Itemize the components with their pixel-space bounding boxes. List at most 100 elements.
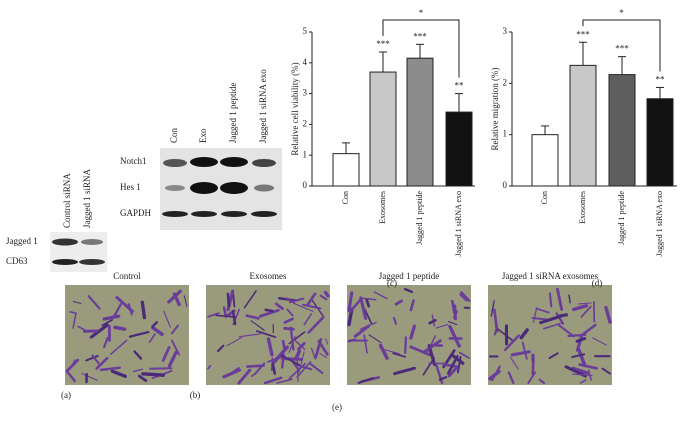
cell: [394, 299, 403, 306]
column-label: Con: [169, 127, 179, 143]
cell: [276, 378, 293, 384]
cell: [495, 326, 514, 342]
cell: [222, 368, 241, 379]
cell: [258, 308, 280, 318]
x-tick-label: Jagged 1 siRNA exo: [655, 191, 664, 257]
y-tick-label: 2: [503, 77, 508, 87]
cell: [170, 339, 180, 356]
band: [190, 182, 218, 194]
cell: [556, 287, 564, 311]
cell: [325, 338, 329, 345]
cell: [309, 362, 324, 374]
cell: [280, 357, 304, 361]
cell: [102, 314, 121, 321]
y-axis-label: Relative migration (%): [490, 68, 500, 151]
cell: [409, 345, 432, 357]
cell: [393, 366, 416, 376]
cell: [217, 344, 225, 352]
panel-label: (e): [332, 402, 342, 412]
cell: [183, 295, 188, 308]
bracket: [382, 19, 460, 78]
cell: [310, 347, 317, 360]
bar: [569, 64, 597, 187]
bracket: [582, 19, 661, 72]
cell: [303, 313, 313, 326]
row-label: Jagged 1: [6, 236, 38, 246]
cell: [392, 316, 398, 325]
cell: [460, 291, 471, 302]
row-label: Notch1: [120, 156, 147, 166]
cell: [571, 353, 586, 358]
cell: [238, 333, 262, 338]
cell: [319, 352, 328, 359]
cell: [263, 376, 283, 385]
band: [81, 239, 103, 245]
cell: [359, 297, 377, 301]
cell: [451, 299, 456, 315]
y-tick-label: 0: [303, 180, 308, 190]
band: [52, 259, 78, 265]
cell: [250, 371, 258, 377]
cell: [532, 307, 538, 323]
cell: [103, 336, 109, 349]
cell: [453, 310, 458, 319]
cell: [237, 368, 252, 385]
cell: [539, 314, 563, 325]
cell: [427, 344, 437, 367]
x-tick-label: Exosomes: [578, 191, 587, 224]
cell: [435, 324, 449, 329]
cell: [568, 294, 571, 304]
cell: [359, 321, 377, 330]
x-tick-label: Con: [341, 191, 350, 204]
cell: [575, 336, 587, 343]
cell: [280, 354, 301, 367]
x-tick-label: Jagged 1 peptide: [415, 191, 424, 245]
y-tick-label: 5: [303, 26, 308, 36]
cell: [226, 336, 243, 347]
band: [254, 184, 274, 192]
cell: [140, 300, 147, 320]
band: [52, 238, 78, 246]
cell: [77, 325, 86, 331]
column-label: Jagged 1 siRNA: [82, 169, 92, 228]
cell: [442, 363, 459, 368]
cell: [69, 311, 77, 315]
cell: [368, 334, 382, 344]
cell: [72, 300, 82, 304]
cell: [538, 378, 546, 385]
band: [190, 157, 218, 167]
cell: [601, 367, 611, 375]
cell: [363, 334, 368, 354]
cell: [292, 302, 314, 312]
cell: [250, 320, 265, 331]
band: [220, 157, 248, 167]
cell: [274, 302, 284, 310]
cell: [438, 375, 448, 381]
cell: [151, 326, 164, 337]
cell: [141, 372, 165, 377]
cell: [293, 338, 306, 350]
cell: [163, 310, 171, 328]
column-label: Control siRNA: [62, 173, 72, 228]
cell: [281, 339, 286, 349]
bar: [406, 57, 434, 187]
band: [162, 211, 188, 217]
image-title: Jagged 1 siRNA exosomes: [502, 271, 599, 281]
significance: **: [656, 75, 666, 85]
cell: [289, 326, 295, 351]
panel-label: (a): [61, 390, 71, 400]
cell: [110, 339, 128, 355]
cell: [298, 351, 305, 373]
panel-label: (b): [190, 390, 201, 400]
significance: ***: [413, 31, 427, 41]
cell: [422, 339, 442, 354]
cell: [115, 295, 134, 313]
cell: [458, 351, 470, 359]
y-tick-label: 0: [503, 180, 508, 190]
cell: [85, 354, 99, 362]
column-label: Exo: [198, 128, 208, 143]
cell: [323, 290, 330, 298]
cell: [65, 358, 80, 373]
cell: [527, 371, 537, 384]
cell: [359, 296, 368, 320]
